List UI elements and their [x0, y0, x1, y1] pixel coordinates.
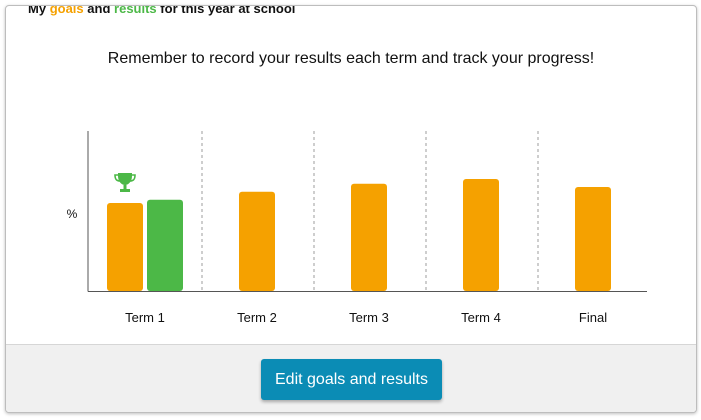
legend-results-word: results [114, 5, 157, 16]
progress-bar-chart: Term 1 Term 2 Term 3 Term 4 Final% [67, 131, 647, 325]
legend-and-word: and [87, 5, 111, 16]
x-tick-label: Final [579, 310, 607, 325]
goal-bar-final [575, 187, 611, 291]
x-tick-label: Term 4 [461, 310, 501, 325]
goals-results-panel: My goals and results for this year at sc… [5, 5, 697, 413]
legend-goals-word: goals [49, 5, 84, 16]
result-bar-term-1 [147, 199, 183, 291]
legend-prefix: My [28, 5, 47, 16]
goal-bar-term-4 [463, 179, 499, 291]
goal-bar-term-3 [351, 183, 387, 291]
instruction-text: Remember to record your results each ter… [107, 50, 595, 67]
legend-suffix: for this year at school [160, 5, 296, 16]
x-tick-label: Term 1 [125, 310, 165, 325]
y-axis-label: % [67, 207, 78, 221]
panel-footer: Edit goals and results [6, 344, 696, 412]
edit-goals-and-results-button[interactable]: Edit goals and results [261, 359, 442, 400]
x-tick-label: Term 3 [349, 310, 389, 325]
panel-legend-title: My goals and results for this year at sc… [22, 5, 302, 18]
x-tick-label: Term 2 [237, 310, 277, 325]
goal-bar-term-2 [239, 191, 275, 291]
goal-bar-term-1 [107, 203, 143, 291]
trophy-icon [114, 173, 136, 192]
